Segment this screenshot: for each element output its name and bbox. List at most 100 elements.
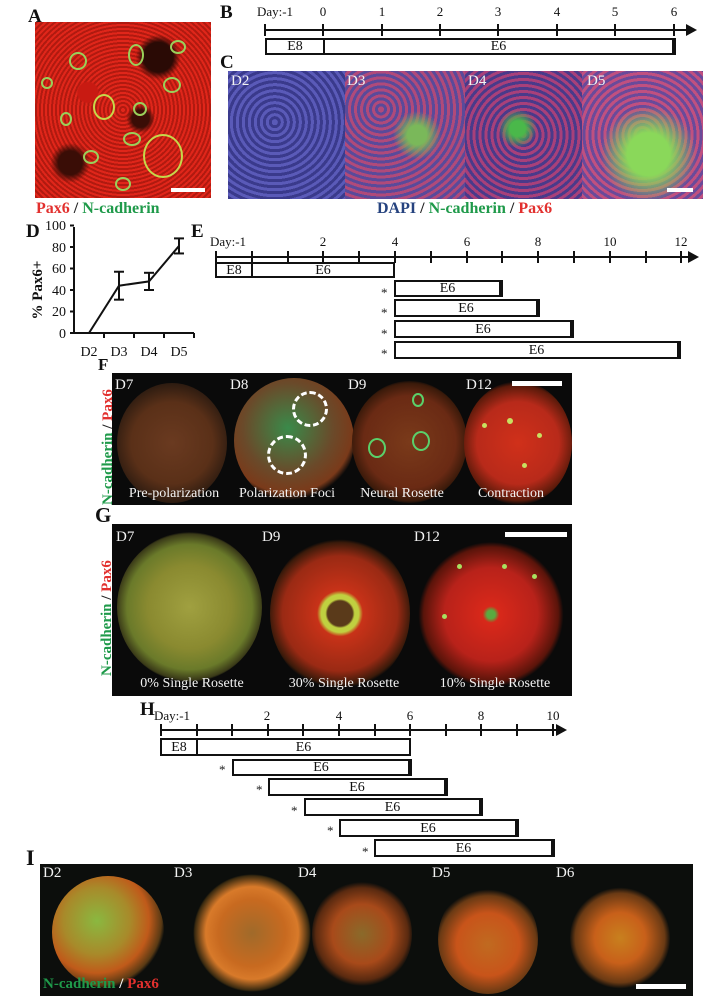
tile-label: D3 [174,865,193,881]
axis-line [265,29,695,31]
tile-label: D5 [587,73,606,89]
axis-tick [286,251,289,263]
tick-label: 6 [463,234,471,249]
tick-label: 2 [436,4,444,19]
star-marker: * [219,762,226,777]
medium-bar-e6: E6 [304,798,483,816]
star-marker: * [381,326,388,341]
tile-label: D12 [414,529,440,545]
medium-bar-e6: E6 [339,819,519,837]
axis-tick [409,724,412,736]
medium-bar-e6: E6 [374,839,555,857]
tick-label: 1 [378,4,386,19]
tile-label: D5 [432,865,451,881]
tile-label: D9 [348,377,367,393]
tick-label: Day:-1 [153,708,191,723]
medium-bar-e6: E6 [394,320,574,338]
axis-tick [501,251,504,263]
axis-tick [250,251,253,263]
svg-text:0: 0 [59,327,66,342]
tile-label: D2 [43,865,62,881]
caption-dapi: DAPI [377,200,417,217]
caption-sep: / [416,200,429,217]
axis-tick [358,251,361,263]
tick-label: 6 [670,4,678,19]
tick-label: 3 [494,4,502,19]
svg-text:D4: D4 [140,345,157,360]
arrow-right-icon [686,24,697,36]
star-marker: * [381,285,388,300]
arrow-right-icon [556,724,567,736]
panel-label-f: F [98,355,109,374]
axis-tick [551,724,554,736]
tick-label: 8 [477,708,485,723]
panel-label-d: D [26,221,40,242]
svg-text:40: 40 [52,284,66,299]
svg-text:60: 60 [52,262,66,277]
axis-line [160,729,560,731]
star-marker: * [381,346,388,361]
tile-label: D12 [466,377,492,393]
star-marker: * [291,803,298,818]
tick-label: Day:-1 [209,234,247,249]
caption-sep: / [115,976,128,992]
tick-label: 10 [546,708,560,723]
svg-text:D3: D3 [110,345,127,360]
panel-label-a: A [28,6,42,27]
medium-bar-e8: E8 [215,262,253,278]
arrow-right-icon [688,251,699,263]
svg-text:80: 80 [52,241,66,256]
pax6-line-chart: 0 20 40 60 80 100 D2 D3 D4 D5 % Pax6+ [30,219,195,360]
tile-label: D4 [468,73,487,89]
caption-ncadherin: N-cadherin [428,200,506,217]
caption-sep: / [505,200,519,217]
caption-ncadherin: N-cadherin [82,200,160,217]
stage-label: Pre-polarization [128,486,220,501]
tick-label: 4 [553,4,561,19]
axis-tick [266,724,269,736]
tick-label: 5 [611,4,619,19]
axis-tick [231,724,234,736]
caption-pax6: Pax6 [127,976,159,992]
svg-text:20: 20 [52,305,66,320]
tile-label: D4 [298,865,317,881]
tile-label: D9 [262,529,281,545]
tick-label: 2 [263,708,271,723]
medium-bar-e6: E6 [232,759,412,776]
caption-pax6: Pax6 [36,200,70,217]
panel-i-micrographs [40,864,693,996]
tick-label: 2 [319,234,327,249]
axis-tick [516,724,518,736]
axis-tick [195,724,198,736]
scale-bar [636,984,686,989]
axis-tick [573,251,575,263]
axis-tick [680,251,683,263]
stage-label: Neural Rosette [360,486,444,501]
stage-label: 30% Single Rosette [288,676,400,691]
axis-tick [373,724,376,736]
tick-label: 0 [319,4,327,19]
tick-label: 8 [534,234,542,249]
tick-label: 4 [391,234,399,249]
y-axis-ticks: 0 20 40 60 80 100 [45,219,74,342]
tile-label: D6 [556,865,575,881]
panel-label-i: I [26,845,35,870]
axis-tick [480,724,483,736]
svg-text:100: 100 [45,219,66,234]
x-axis-ticks: D2 D3 D4 D5 [80,345,187,360]
panel-g-micrographs: D7 D9 D12 0% Single Rosette 30% Single R… [112,524,572,696]
panel-a-caption: Pax6 / N-cadherin [36,200,160,218]
axis-line [216,256,696,258]
tick-label: 12 [674,234,688,249]
star-marker: * [381,305,388,320]
svg-text:D2: D2 [80,345,97,360]
star-marker: * [256,782,263,797]
axis-tick [215,251,217,263]
medium-bar-e6: E6 [251,262,395,278]
panel-label-g: G [95,503,112,527]
panel-label-e: E [191,221,204,242]
axis-tick [338,724,340,736]
medium-bar-e6: E6 [394,341,681,359]
axis-tick [465,251,468,263]
tile-label: D8 [230,377,249,393]
